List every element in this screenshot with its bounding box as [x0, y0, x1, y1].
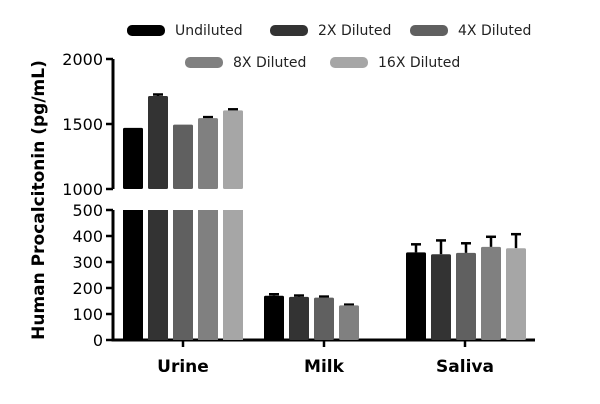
- bar-urine-upper: [123, 127, 143, 189]
- y-tick-label: 0: [93, 331, 103, 350]
- y-tick-label: 100: [72, 305, 103, 324]
- bar-urine-lower: [173, 210, 193, 340]
- legend-label: 4X Diluted: [458, 23, 531, 39]
- bar-saliva: [456, 252, 476, 340]
- legend-swatch: [410, 25, 448, 36]
- legend-swatch: [270, 25, 308, 36]
- y-tick-label: 1500: [62, 115, 103, 134]
- y-tick-label: 1000: [62, 180, 103, 199]
- bar-urine-lower: [223, 210, 243, 340]
- y-tick-label: 300: [72, 253, 103, 272]
- bar-milk: [314, 297, 334, 340]
- legend-label: 2X Diluted: [318, 23, 391, 39]
- bar-milk: [339, 305, 359, 340]
- legend-label: 8X Diluted: [233, 55, 306, 71]
- bar-milk: [264, 295, 284, 340]
- y-tick-label: 2000: [62, 50, 103, 69]
- x-tick-label-urine: Urine: [157, 357, 209, 377]
- y-tick-label: 400: [72, 227, 103, 246]
- y-tick-label: 200: [72, 279, 103, 298]
- bar-urine-upper: [198, 118, 218, 189]
- bar-urine-lower: [198, 210, 218, 340]
- legend-label: Undiluted: [175, 23, 243, 39]
- y-tick-label: 500: [72, 201, 103, 220]
- bar-urine-upper: [173, 124, 193, 189]
- bar-saliva: [481, 246, 501, 340]
- y-axis-label: Human Procalcitonin (pg/mL): [29, 60, 49, 340]
- bar-urine-upper: [223, 110, 243, 189]
- bar-saliva: [431, 254, 451, 340]
- bar-saliva: [406, 252, 426, 340]
- bar-saliva: [506, 248, 526, 340]
- bar-milk: [289, 296, 309, 340]
- bar-urine-lower: [148, 210, 168, 340]
- legend-swatch: [127, 25, 165, 36]
- legend-swatch: [185, 57, 223, 68]
- legend-swatch: [330, 57, 368, 68]
- legend-label: 16X Diluted: [378, 55, 460, 71]
- bar-urine-upper: [148, 96, 168, 189]
- x-tick-label-saliva: Saliva: [436, 357, 494, 377]
- x-tick-label-milk: Milk: [304, 357, 345, 377]
- bar-urine-lower: [123, 210, 143, 340]
